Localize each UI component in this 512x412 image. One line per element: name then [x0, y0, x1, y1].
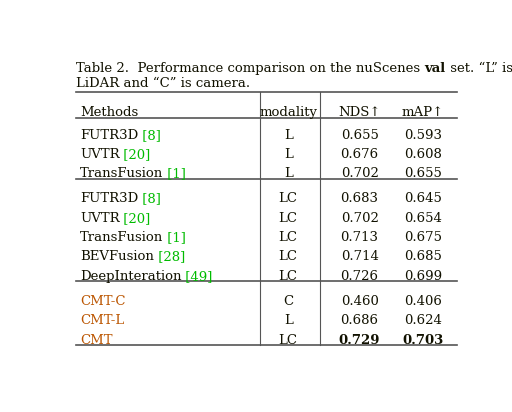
Text: 0.675: 0.675 — [404, 231, 442, 244]
Text: 0.702: 0.702 — [340, 212, 378, 225]
Text: 0.714: 0.714 — [340, 250, 378, 264]
Text: LC: LC — [279, 212, 297, 225]
Text: mAP↑: mAP↑ — [402, 105, 444, 119]
Text: [1]: [1] — [163, 231, 186, 244]
Text: modality: modality — [259, 105, 317, 119]
Text: [8]: [8] — [138, 129, 161, 142]
Text: 0.676: 0.676 — [340, 148, 379, 161]
Text: Methods: Methods — [80, 105, 138, 119]
Text: [20]: [20] — [119, 212, 151, 225]
Text: 0.699: 0.699 — [404, 270, 442, 283]
Text: LC: LC — [279, 250, 297, 264]
Text: L: L — [284, 129, 293, 142]
Text: [49]: [49] — [181, 270, 213, 283]
Text: 0.683: 0.683 — [340, 192, 378, 206]
Text: FUTR3D: FUTR3D — [80, 129, 138, 142]
Text: 0.726: 0.726 — [340, 270, 378, 283]
Text: val: val — [424, 62, 445, 75]
Text: L: L — [284, 314, 293, 327]
Text: 0.713: 0.713 — [340, 231, 378, 244]
Text: 0.593: 0.593 — [404, 129, 442, 142]
Text: 0.645: 0.645 — [404, 192, 442, 206]
Text: LiDAR and “C” is camera.: LiDAR and “C” is camera. — [76, 77, 250, 90]
Text: 0.729: 0.729 — [339, 334, 380, 346]
Text: UVTR: UVTR — [80, 148, 119, 161]
Text: 0.703: 0.703 — [402, 334, 444, 346]
Text: 0.406: 0.406 — [404, 295, 442, 308]
Text: 0.702: 0.702 — [340, 167, 378, 180]
Text: CMT: CMT — [80, 334, 112, 346]
Text: LC: LC — [279, 334, 297, 346]
Text: 0.654: 0.654 — [404, 212, 442, 225]
Text: CMT-L: CMT-L — [80, 314, 124, 327]
Text: FUTR3D: FUTR3D — [80, 192, 138, 206]
Text: 0.624: 0.624 — [404, 314, 442, 327]
Text: CMT-C: CMT-C — [80, 295, 125, 308]
Text: [28]: [28] — [154, 250, 185, 264]
Text: DeepInteration: DeepInteration — [80, 270, 181, 283]
Text: 0.685: 0.685 — [404, 250, 442, 264]
Text: L: L — [284, 148, 293, 161]
Text: 0.655: 0.655 — [340, 129, 378, 142]
Text: LC: LC — [279, 192, 297, 206]
Text: [8]: [8] — [138, 192, 161, 206]
Text: set. “L” is: set. “L” is — [445, 62, 512, 75]
Text: 0.655: 0.655 — [404, 167, 442, 180]
Text: TransFusion: TransFusion — [80, 231, 163, 244]
Text: Table 2.  Performance comparison on the nuScenes: Table 2. Performance comparison on the n… — [76, 62, 424, 75]
Text: 0.460: 0.460 — [340, 295, 378, 308]
Text: LC: LC — [279, 231, 297, 244]
Text: 0.686: 0.686 — [340, 314, 378, 327]
Text: [1]: [1] — [163, 167, 186, 180]
Text: [20]: [20] — [119, 148, 151, 161]
Text: C: C — [283, 295, 293, 308]
Text: LC: LC — [279, 270, 297, 283]
Text: TransFusion: TransFusion — [80, 167, 163, 180]
Text: 0.608: 0.608 — [404, 148, 442, 161]
Text: BEVFusion: BEVFusion — [80, 250, 154, 264]
Text: L: L — [284, 167, 293, 180]
Text: UVTR: UVTR — [80, 212, 119, 225]
Text: NDS↑: NDS↑ — [338, 105, 381, 119]
